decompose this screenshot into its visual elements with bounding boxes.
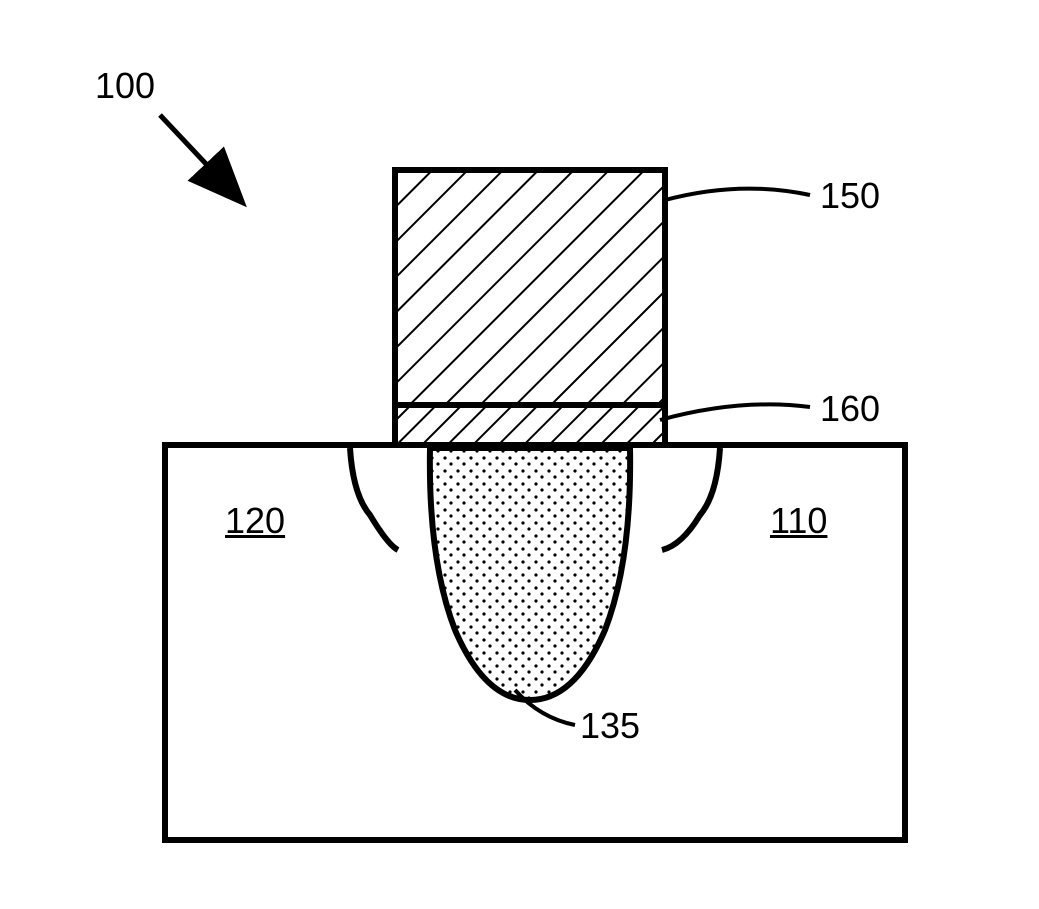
drain-region-outline xyxy=(662,448,720,550)
label-figure-ref: 100 xyxy=(95,65,155,107)
label-oxide: 160 xyxy=(820,388,880,430)
figure-ref-arrow xyxy=(160,115,240,200)
technical-diagram: 100 150 160 120 110 135 xyxy=(0,0,1039,909)
label-well: 135 xyxy=(580,705,640,747)
oxide-leader xyxy=(660,404,810,420)
well-region xyxy=(430,448,630,700)
gate-electrode xyxy=(395,170,665,405)
gate-leader xyxy=(665,189,810,200)
label-region-left: 120 xyxy=(225,500,285,542)
gate-oxide xyxy=(395,405,665,445)
source-region-outline xyxy=(350,448,398,550)
label-region-right: 110 xyxy=(770,500,827,542)
label-gate: 150 xyxy=(820,175,880,217)
diagram-svg xyxy=(0,0,1039,909)
